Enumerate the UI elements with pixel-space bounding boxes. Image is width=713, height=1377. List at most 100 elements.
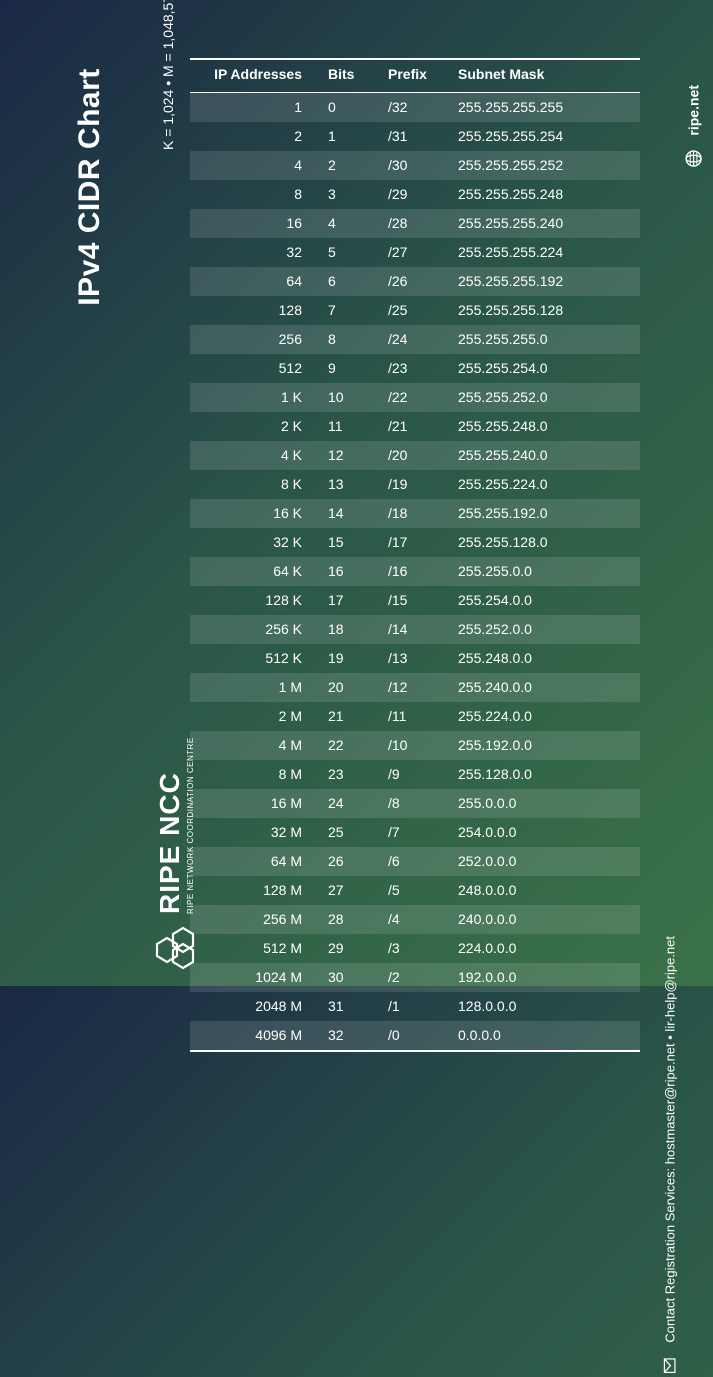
table-cell: 240.0.0.0 (450, 905, 640, 934)
table-cell: /3 (380, 934, 450, 963)
table-cell: /17 (380, 528, 450, 557)
table-cell: 23 (320, 760, 380, 789)
table-cell: 128.0.0.0 (450, 992, 640, 1021)
table-row: 10/32255.255.255.255 (190, 93, 640, 123)
table-row: 1 M20/12255.240.0.0 (190, 673, 640, 702)
table-row: 256 M28/4240.0.0.0 (190, 905, 640, 934)
table-cell: 64 M (190, 847, 320, 876)
table-cell: 255.255.240.0 (450, 441, 640, 470)
table-cell: /2 (380, 963, 450, 992)
table-cell: 14 (320, 499, 380, 528)
table-cell: 255.254.0.0 (450, 586, 640, 615)
table-row: 83/29255.255.255.248 (190, 180, 640, 209)
table-cell: 7 (320, 296, 380, 325)
table-cell: /27 (380, 238, 450, 267)
table-cell: 512 (190, 354, 320, 383)
table-row: 646/26255.255.255.192 (190, 267, 640, 296)
table-cell: 255.240.0.0 (450, 673, 640, 702)
table-cell: 4 (320, 209, 380, 238)
contact-text: Contact Registration Services: hostmaste… (663, 936, 678, 1343)
table-cell: 0.0.0.0 (450, 1021, 640, 1051)
table-cell: 224.0.0.0 (450, 934, 640, 963)
table-cell: 16 (320, 557, 380, 586)
table-cell: 255.128.0.0 (450, 760, 640, 789)
table-cell: 255.255.254.0 (450, 354, 640, 383)
table-cell: 255.255.192.0 (450, 499, 640, 528)
table-cell: 17 (320, 586, 380, 615)
table-cell: 16 K (190, 499, 320, 528)
table-row: 32 M25/7254.0.0.0 (190, 818, 640, 847)
table-row: 32 K15/17255.255.128.0 (190, 528, 640, 557)
logo-main-text: RIPE NCC (156, 737, 184, 914)
table-cell: 4 (190, 151, 320, 180)
table-row: 4096 M32/00.0.0.0 (190, 1021, 640, 1051)
table-cell: 6 (320, 267, 380, 296)
table-cell: 22 (320, 731, 380, 760)
globe-icon (683, 148, 705, 170)
table-cell: 255.255.248.0 (450, 412, 640, 441)
table-cell: 16 M (190, 789, 320, 818)
table-cell: 5 (320, 238, 380, 267)
table-cell: /8 (380, 789, 450, 818)
table-cell: /7 (380, 818, 450, 847)
table-cell: 2 M (190, 702, 320, 731)
col-subnet-mask: Subnet Mask (450, 59, 640, 93)
table-cell: 256 (190, 325, 320, 354)
table-cell: /0 (380, 1021, 450, 1051)
table-cell: 12 (320, 441, 380, 470)
mail-icon (659, 1355, 681, 1377)
table-cell: 32 (190, 238, 320, 267)
cidr-table: IP Addresses Bits Prefix Subnet Mask 10/… (190, 58, 640, 1052)
table-row: 164/28255.255.255.240 (190, 209, 640, 238)
table-cell: 4 M (190, 731, 320, 760)
contact-block: Contact Registration Services: hostmaste… (659, 936, 681, 1377)
page-title: IPv4 CIDR Chart (73, 57, 107, 317)
table-cell: 0 (320, 93, 380, 123)
table-cell: /21 (380, 412, 450, 441)
table-row: 8 M23/9255.128.0.0 (190, 760, 640, 789)
table-cell: /16 (380, 557, 450, 586)
legend-text: K = 1,024 • M = 1,048,576 (160, 0, 176, 150)
table-cell: 1024 M (190, 963, 320, 992)
table-cell: 255.0.0.0 (450, 789, 640, 818)
table-row: 64 M26/6252.0.0.0 (190, 847, 640, 876)
table-row: 512 M29/3224.0.0.0 (190, 934, 640, 963)
table-cell: 4 K (190, 441, 320, 470)
table-cell: 512 K (190, 644, 320, 673)
table-row: 1 K10/22255.255.252.0 (190, 383, 640, 412)
table-row: 128 K17/15255.254.0.0 (190, 586, 640, 615)
table-cell: 26 (320, 847, 380, 876)
table-cell: 1 K (190, 383, 320, 412)
table-cell: /14 (380, 615, 450, 644)
table-cell: /9 (380, 760, 450, 789)
table-row: 512 K19/13255.248.0.0 (190, 644, 640, 673)
table-row: 16 M24/8255.0.0.0 (190, 789, 640, 818)
table-cell: 248.0.0.0 (450, 876, 640, 905)
table-row: 21/31255.255.255.254 (190, 122, 640, 151)
table-cell: /28 (380, 209, 450, 238)
table-cell: 2 K (190, 412, 320, 441)
table-cell: 128 M (190, 876, 320, 905)
table-cell: /5 (380, 876, 450, 905)
table-cell: 19 (320, 644, 380, 673)
table-cell: 8 M (190, 760, 320, 789)
table-cell: 24 (320, 789, 380, 818)
table-cell: 8 K (190, 470, 320, 499)
table-cell: 4096 M (190, 1021, 320, 1051)
table-cell: 255.192.0.0 (450, 731, 640, 760)
table-cell: 32 M (190, 818, 320, 847)
table-cell: 29 (320, 934, 380, 963)
table-cell: 128 K (190, 586, 320, 615)
table-cell: 25 (320, 818, 380, 847)
table-cell: 8 (190, 180, 320, 209)
table-row: 128 M27/5248.0.0.0 (190, 876, 640, 905)
table-cell: 255.255.255.240 (450, 209, 640, 238)
table-cell: 512 M (190, 934, 320, 963)
table-cell: 255.255.255.255 (450, 93, 640, 123)
table-cell: 255.255.255.192 (450, 267, 640, 296)
table-row: 256 K18/14255.252.0.0 (190, 615, 640, 644)
table-cell: /26 (380, 267, 450, 296)
table-cell: 64 (190, 267, 320, 296)
table-row: 2568/24255.255.255.0 (190, 325, 640, 354)
table-cell: 255.248.0.0 (450, 644, 640, 673)
